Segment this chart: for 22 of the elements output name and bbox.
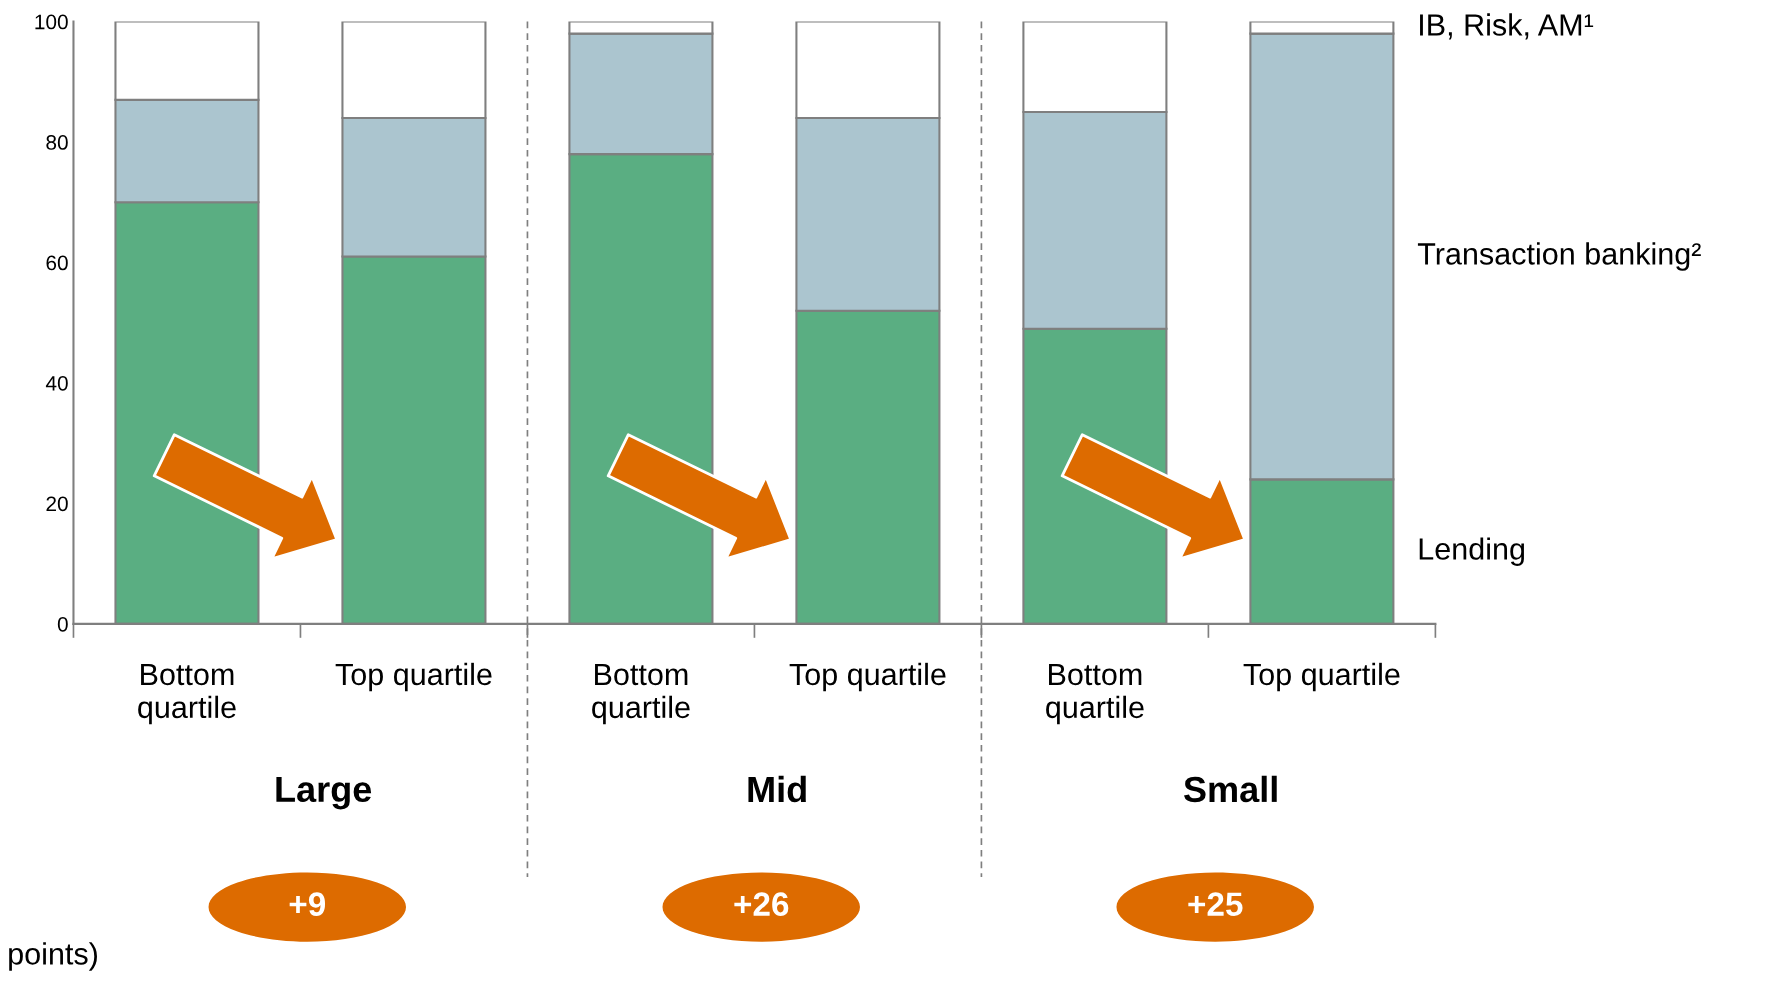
series-label: Transaction banking² bbox=[1417, 242, 1701, 271]
y-tick-label: 100 bbox=[35, 14, 68, 30]
text: Small bbox=[1183, 775, 1277, 803]
x-tick-label: Top quartile bbox=[1243, 662, 1400, 692]
text: points) bbox=[9, 942, 97, 971]
y-tick-label: 0 bbox=[57, 616, 68, 632]
y-tick-label: 60 bbox=[46, 255, 68, 271]
text: +26 bbox=[734, 892, 789, 916]
text: +9 bbox=[289, 892, 326, 916]
x-tick-label: Bottom quartile bbox=[138, 663, 236, 725]
y-tick-label: 80 bbox=[46, 135, 68, 150]
x-tick-label: Bottom quartile bbox=[1046, 663, 1144, 725]
y-tick-label: 20 bbox=[46, 496, 68, 512]
x-tick-label: Top quartile bbox=[335, 662, 492, 692]
y-tick-label: 40 bbox=[45, 375, 68, 391]
text: Large bbox=[276, 776, 372, 810]
x-tick-label: Top quartile bbox=[789, 662, 946, 692]
series-label: IB, Risk, AM¹ bbox=[1420, 13, 1594, 40]
text: Mid bbox=[748, 775, 806, 803]
text: +25 bbox=[1188, 892, 1243, 916]
x-tick-label: Bottom quartile bbox=[592, 663, 690, 725]
series-label: Lending bbox=[1419, 537, 1525, 566]
